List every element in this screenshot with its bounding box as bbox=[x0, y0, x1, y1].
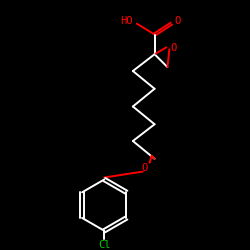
Text: O: O bbox=[170, 43, 176, 53]
Text: O: O bbox=[174, 16, 180, 26]
Text: HO: HO bbox=[121, 16, 133, 26]
Text: O: O bbox=[142, 163, 148, 173]
Text: Cl: Cl bbox=[98, 240, 110, 250]
